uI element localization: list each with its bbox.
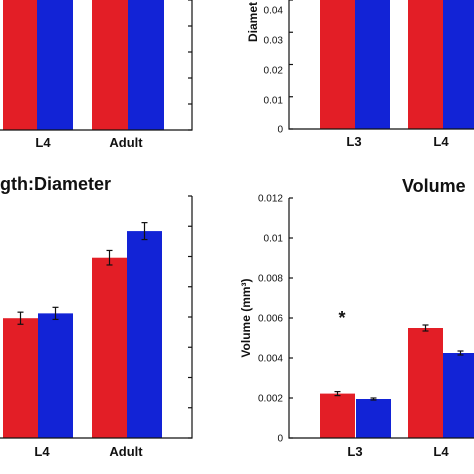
bar xyxy=(355,0,390,129)
panel-bottom-right-ytick-label: 0.012 xyxy=(258,194,283,205)
panel-top-left-category-label: Adult xyxy=(109,135,143,150)
bar xyxy=(128,0,164,130)
panel-top-right-yticks xyxy=(289,0,293,130)
bar xyxy=(408,328,443,438)
bar xyxy=(320,393,355,438)
panel-bottom-left-category-label: L4 xyxy=(34,444,50,459)
bar xyxy=(443,0,474,129)
bar xyxy=(127,231,162,438)
panel-bottom-left-category-label: Adult xyxy=(109,444,143,459)
panel-top-left-yticks xyxy=(188,0,192,131)
panel-bottom-right-title: Volume xyxy=(402,176,466,196)
panel-top-left-bars xyxy=(3,0,164,130)
bar xyxy=(320,0,355,129)
panel-top-right-category-label: L4 xyxy=(433,134,449,149)
panel-bottom-right-category-label: L4 xyxy=(433,444,449,459)
panel-top-right-ylabel: Diamet xyxy=(246,2,260,42)
panel-bottom-right-ylabel: Volume (mm³) xyxy=(239,278,253,357)
panel-bottom-right-ytick-label: 0 xyxy=(277,434,283,445)
bar xyxy=(408,0,443,129)
panel-bottom-right-category-label: L3 xyxy=(347,444,362,459)
panel-bottom-right-ytick-label: 0.006 xyxy=(258,314,283,325)
panel-bottom-right: Volume 0 0.002 0.004 0.006 0.008 0.01 0.… xyxy=(239,176,474,459)
panel-bottom-left: gth:Diameter L4 Adult xyxy=(0,174,193,459)
panel-top-right-ytick-label: 0.02 xyxy=(264,66,284,77)
panel-top-right: 0 0.01 0.02 0.03 0.04 Diamet L3 L4 xyxy=(246,0,474,149)
panel-top-right-category-label: L3 xyxy=(346,134,361,149)
panel-top-left: L4 Adult xyxy=(0,0,193,150)
bar xyxy=(38,313,73,438)
panel-top-left-category-label: L4 xyxy=(35,135,51,150)
panel-bottom-right-ytick-label: 0.004 xyxy=(258,354,283,365)
panel-top-right-ytick-label: 0.01 xyxy=(264,96,284,107)
bar xyxy=(3,318,38,438)
panel-bottom-right-bars xyxy=(320,324,474,438)
bar xyxy=(92,257,127,438)
panel-bottom-left-bars xyxy=(3,222,162,438)
panel-bottom-right-ytick-label: 0.002 xyxy=(258,394,283,405)
bar xyxy=(356,399,391,438)
panel-bottom-left-title: gth:Diameter xyxy=(0,174,111,194)
panel-top-right-bars xyxy=(320,0,474,129)
bar xyxy=(3,0,39,130)
panel-bottom-right-ytick-label: 0.01 xyxy=(264,234,284,245)
bar xyxy=(37,0,73,130)
panel-top-right-ytick-label: 0.03 xyxy=(264,36,284,47)
panel-bottom-right-yticks xyxy=(289,197,293,439)
bar xyxy=(92,0,128,130)
panel-bottom-right-ytick-label: 0.008 xyxy=(258,274,283,285)
panel-top-right-ytick-label: 0.04 xyxy=(264,6,284,17)
bar xyxy=(443,353,474,438)
panel-bottom-right-annotation: * xyxy=(338,308,345,328)
panel-bottom-left-yticks xyxy=(188,195,192,439)
panel-top-right-ytick-label: 0 xyxy=(277,125,283,136)
